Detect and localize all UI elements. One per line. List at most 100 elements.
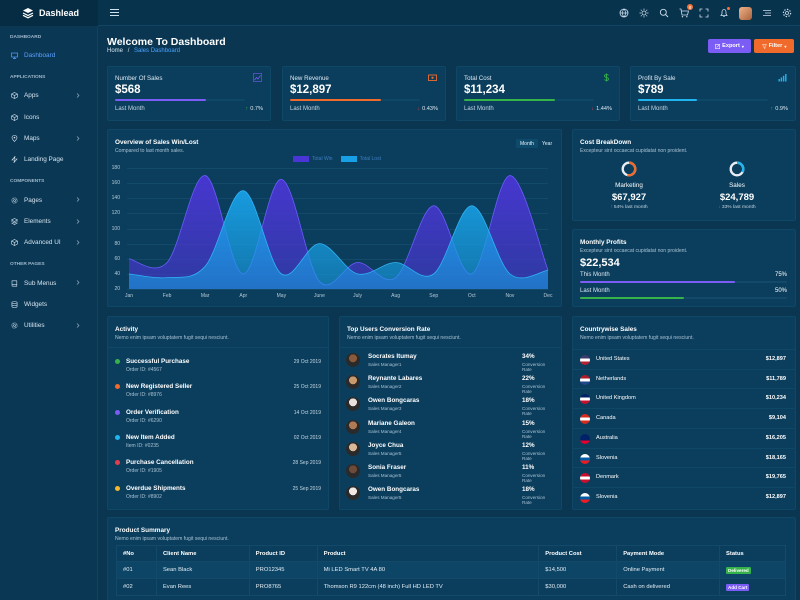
sidebar-item-utilities[interactable]: Utilities: [0, 315, 97, 336]
avatar: [346, 353, 360, 367]
status-dot: [115, 485, 120, 491]
status-dot: [115, 460, 120, 466]
sidebar-item-elements[interactable]: Elements: [0, 211, 97, 232]
country-row[interactable]: Netherlands $11,789: [572, 368, 796, 389]
country-row[interactable]: Slovenia $12,897: [572, 486, 796, 507]
top-users-subtitle: Nemo enim ipsam voluptatem fugit sequi n…: [347, 335, 461, 341]
arrow-up-icon: ↑: [770, 106, 774, 112]
table-row[interactable]: #02 Evan Rees PRO8765 Thomson R9 122cm (48 …: [116, 578, 786, 596]
gear-icon[interactable]: [782, 8, 792, 18]
fullscreen-icon[interactable]: [699, 8, 709, 18]
cell-client: Evan Rees: [155, 578, 250, 596]
sidebar-item-advanced-ui[interactable]: Advanced UI: [0, 232, 97, 253]
sidebar-item-label: Dashboard: [24, 52, 56, 60]
stat-change: ↑ 0.7%: [245, 106, 263, 112]
sidebar-item-sub-menus[interactable]: Sub Menus: [0, 272, 97, 293]
status-badge: Delivered: [726, 566, 751, 574]
conversion-pct: 22%: [522, 375, 535, 383]
sidebar-item-widgets[interactable]: Widgets: [0, 294, 97, 315]
flag-icon: [580, 414, 590, 425]
country-row[interactable]: Canada $9,104: [572, 408, 796, 428]
sun-icon[interactable]: [639, 8, 649, 18]
sidebar-item-maps[interactable]: Maps: [0, 128, 97, 149]
x-tick-label: Mar: [200, 293, 210, 299]
stat-period: Last Month: [464, 106, 494, 112]
x-tick-label: Apr: [239, 293, 248, 299]
stat-card: Number Of Sales $568 Last Month ↑ 0.7%: [107, 66, 271, 121]
brand[interactable]: Dashlead: [0, 0, 98, 26]
export-label: Export: [722, 43, 740, 49]
status-dot: [115, 434, 120, 440]
cart-icon[interactable]: 8: [679, 4, 693, 18]
sidebar-item-dashboard[interactable]: Dashboard: [0, 45, 97, 66]
menu-toggle-icon[interactable]: [110, 8, 119, 17]
user-role: Sales Manager5: [368, 495, 402, 501]
breadcrumb-separator: /: [127, 48, 130, 54]
conversion-pct: 11%: [522, 464, 535, 471]
caret-down-icon: ▾: [741, 43, 744, 49]
export-icon: [715, 43, 720, 49]
stat-change-value: 0.9%: [775, 106, 788, 112]
cost-card: Cost BreakDown Excepteur sint occaecat c…: [572, 129, 796, 221]
search-icon[interactable]: [659, 8, 669, 18]
user-row[interactable]: Sonia Fraser Sales Manager5 11% Conversion …: [346, 463, 556, 485]
legend-swatch: [293, 156, 310, 162]
country-row[interactable]: Australia $16,205: [572, 427, 796, 448]
arrow-up-icon: ↑: [610, 205, 613, 210]
column-header[interactable]: #No: [116, 545, 157, 562]
toggle-month[interactable]: Month: [516, 139, 538, 148]
user-row[interactable]: Joyce Chua Sales Manager5 12% Conversion Ra…: [346, 441, 556, 463]
stat-progress-fill: [464, 99, 555, 101]
chevron-right-icon: [76, 136, 80, 141]
column-header[interactable]: Product ID: [248, 545, 318, 562]
product-subtitle: Nemo enim ipsam voluptatem fugit sequi n…: [115, 536, 229, 542]
monitor-icon: [11, 52, 18, 59]
chevron-right-icon: [76, 240, 80, 245]
sidebar-item-pages[interactable]: Pages: [0, 189, 97, 210]
cell-mode: Online Payment: [616, 561, 721, 579]
legend-label[interactable]: Total Win: [312, 156, 333, 162]
sidebar-item-landing-page[interactable]: Landing Page: [0, 149, 97, 170]
stat-change: ↑ 0.9%: [770, 106, 788, 112]
sidebar-item-apps[interactable]: Apps: [0, 85, 97, 106]
country-row[interactable]: United States $12,897: [572, 349, 796, 369]
user-row[interactable]: Mariane Galeon Sales Manager4 15% Conversio…: [346, 419, 556, 441]
user-row[interactable]: Socrates Itumay Sales Manager1 34% Conversi…: [346, 352, 556, 374]
globe-icon[interactable]: [619, 8, 629, 18]
cell-no: #02: [116, 578, 157, 596]
country-row[interactable]: United Kingdom $10,234: [572, 388, 796, 408]
column-header[interactable]: Client Name: [155, 545, 250, 562]
y-tick-label: 120: [111, 210, 120, 217]
user-role: Sales Manager1: [368, 362, 402, 367]
activity-date: 29 Oct 2019: [293, 359, 321, 365]
activity-date: 25 Sep 2019: [292, 485, 321, 492]
filter-button[interactable]: Filter ▾: [754, 39, 794, 53]
country-name: United States: [596, 356, 630, 362]
column-header[interactable]: Payment Mode: [616, 545, 721, 562]
overview-subtitle: Compared to last month sales.: [115, 148, 185, 154]
user-avatar[interactable]: [739, 6, 752, 20]
country-value: $18,165: [765, 454, 786, 461]
user-name: Sonia Fraser: [368, 464, 407, 471]
country-row[interactable]: Denmark $19,765: [572, 467, 796, 487]
toggle-year[interactable]: Year: [542, 140, 553, 147]
user-row[interactable]: Reynante Labares Sales Manager2 22% Convers…: [346, 374, 556, 396]
layers-icon: [11, 218, 18, 225]
column-header[interactable]: Product: [316, 545, 540, 562]
profit-progress: [580, 296, 787, 299]
breadcrumb-home[interactable]: Home: [107, 48, 124, 54]
bell-icon[interactable]: [719, 7, 730, 18]
notification-dot: [727, 7, 730, 10]
user-row[interactable]: Owen Bongcaras Sales Manager3 18% Conversio…: [346, 396, 556, 418]
country-name: Canada: [596, 415, 616, 422]
column-header[interactable]: Product Cost: [538, 545, 618, 562]
user-row[interactable]: Owen Bongcaras Sales Manager5 18% Conversio…: [346, 485, 556, 507]
country-name: Netherlands: [596, 375, 627, 382]
sidebar-item-icons[interactable]: Icons: [0, 107, 97, 128]
legend-label[interactable]: Total Lost: [359, 156, 381, 162]
list-menu-icon[interactable]: [762, 8, 772, 18]
country-row[interactable]: Slovenia $18,165: [572, 447, 796, 468]
column-header[interactable]: Status: [719, 545, 786, 562]
export-button[interactable]: Export ▾: [708, 39, 751, 53]
table-row[interactable]: #01 Sean Black PRO12345 Mi LED Smart TV 4A …: [116, 561, 786, 579]
